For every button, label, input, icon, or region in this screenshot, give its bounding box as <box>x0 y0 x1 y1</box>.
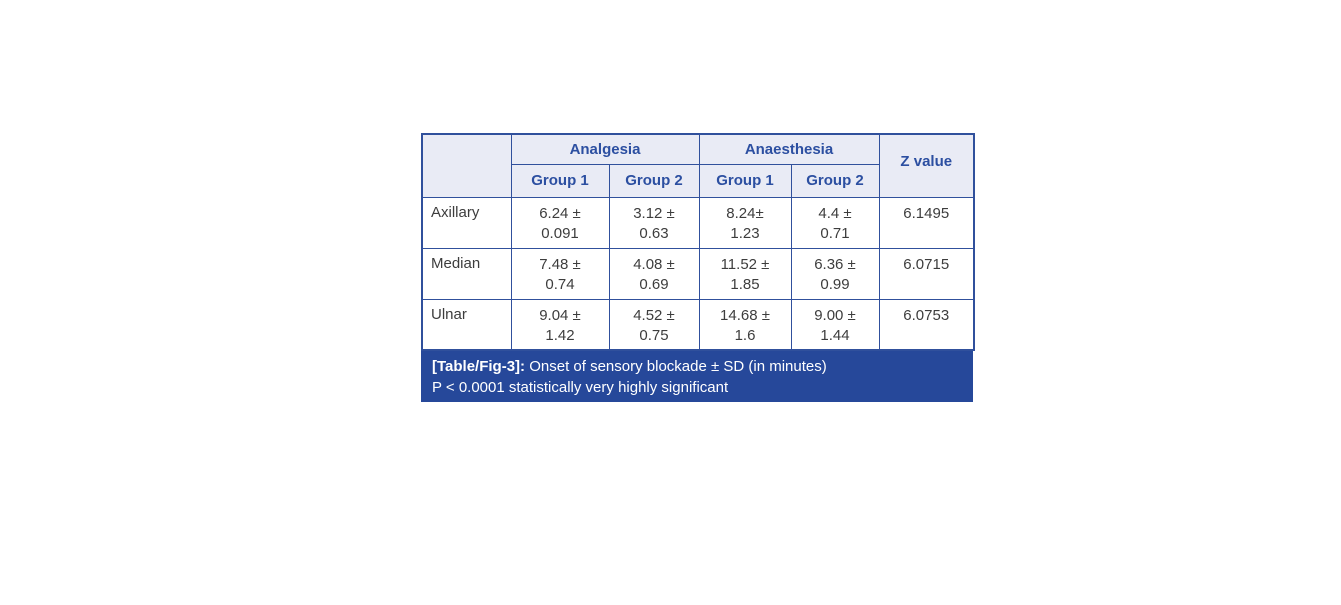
value-cell: 7.48 ± 0.74 <box>510 247 610 300</box>
table-row-median: Median 7.48 ± 0.74 4.08 ± 0.69 11.52 ± 1… <box>421 247 975 300</box>
value-cell: 8.24± 1.23 <box>698 196 792 249</box>
caption-line1: [Table/Fig-3]: Onset of sensory blockade… <box>432 356 963 377</box>
z-value-cell: 6.1495 <box>878 196 975 249</box>
sub-header-analgesia-group1: Group 1 <box>510 163 610 198</box>
z-value-cell: 6.0753 <box>878 298 975 351</box>
caption-significance-note: P < 0.0001 statistically very highly sig… <box>432 379 729 396</box>
value-cell: 6.24 ± 0.091 <box>510 196 610 249</box>
caption-figure-label: [Table/Fig-3]: <box>432 358 526 375</box>
table-fig-3: Analgesia Anaesthesia Z value Group 1 Gr… <box>421 133 975 402</box>
anaesthesia-header: Anaesthesia <box>698 133 880 165</box>
row-label-cell: Axillary <box>421 196 512 249</box>
value-cell: 6.36 ± 0.99 <box>790 247 880 300</box>
value-cell: 4.52 ± 0.75 <box>608 298 700 351</box>
table-row-ulnar: Ulnar 9.04 ± 1.42 4.52 ± 0.75 14.68 ± 1.… <box>421 298 975 351</box>
sub-header-row: Group 1 Group 2 Group 1 Group 2 <box>422 163 974 198</box>
caption-text: Onset of sensory blockade ± SD (in minut… <box>525 358 827 375</box>
value-cell: 4.08 ± 0.69 <box>608 247 700 300</box>
value-cell: 14.68 ± 1.6 <box>698 298 792 351</box>
group-header-row: Analgesia Anaesthesia Z value <box>421 133 975 198</box>
value-cell: 9.04 ± 1.42 <box>510 298 610 351</box>
value-cell: 4.4 ± 0.71 <box>790 196 880 249</box>
row-label-cell: Median <box>421 247 512 300</box>
sensory-blockade-table: Analgesia Anaesthesia Z value Group 1 Gr… <box>421 133 975 351</box>
corner-cell <box>421 133 512 198</box>
z-value-cell: 6.0715 <box>878 247 975 300</box>
sub-header-analgesia-group2: Group 2 <box>608 163 700 198</box>
table-row-axillary: Axillary 6.24 ± 0.091 3.12 ± 0.63 8.24± … <box>421 196 975 249</box>
sub-header-anaesthesia-group2: Group 2 <box>790 163 880 198</box>
table-caption: [Table/Fig-3]: Onset of sensory blockade… <box>421 351 973 402</box>
analgesia-header: Analgesia <box>510 133 700 165</box>
row-label-cell: Ulnar <box>421 298 512 351</box>
sub-header-anaesthesia-group1: Group 1 <box>698 163 792 198</box>
value-cell: 11.52 ± 1.85 <box>698 247 792 300</box>
value-cell: 3.12 ± 0.63 <box>608 196 700 249</box>
value-cell: 9.00 ± 1.44 <box>790 298 880 351</box>
z-value-header: Z value <box>878 133 975 198</box>
